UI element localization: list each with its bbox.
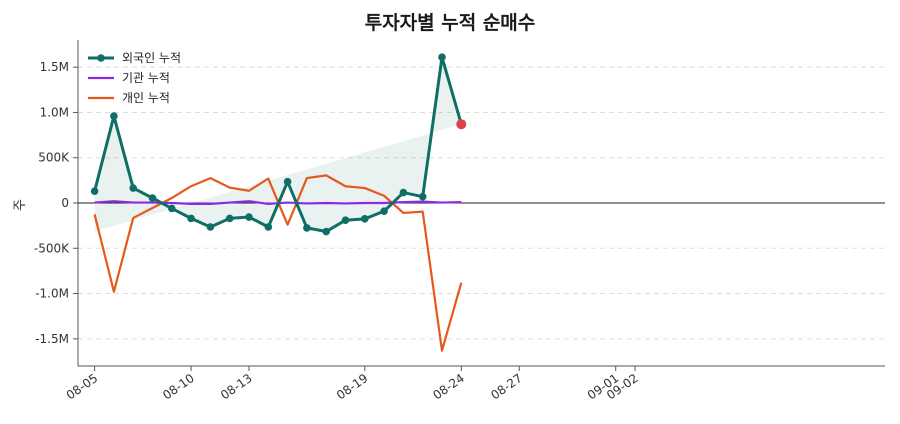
- foreign-point-marker: [110, 112, 118, 120]
- foreign-point-marker: [418, 192, 427, 201]
- x-tick-label: 08-10: [160, 371, 197, 402]
- x-tick-label: 08-19: [334, 371, 371, 402]
- foreign-point-marker: [129, 184, 137, 192]
- foreign-point-marker: [283, 177, 292, 186]
- foreign-point-marker: [90, 187, 99, 196]
- foreign-point-marker: [148, 194, 157, 202]
- foreign-point-marker: [322, 227, 331, 236]
- x-tick-label: 08-27: [488, 371, 525, 402]
- x-tick-label: 08-13: [218, 371, 255, 402]
- foreign-point-marker: [187, 214, 195, 223]
- foreign-point-marker: [361, 215, 369, 223]
- legend-individual-label: 개인 누적: [122, 91, 170, 105]
- legend-institution-label: 기관 누적: [122, 71, 170, 85]
- foreign-area-fill: [94, 57, 462, 232]
- foreign-last-point-marker: [456, 119, 467, 130]
- x-tick-label: 08-24: [430, 371, 467, 402]
- foreign-point-marker: [206, 223, 215, 231]
- y-tick-label: -1.5M: [35, 332, 69, 346]
- foreign-point-marker: [168, 204, 176, 213]
- chart-title: 투자자별 누적 순매수: [364, 12, 536, 34]
- y-tick-label: 500K: [38, 151, 70, 165]
- legend-foreign-marker: [97, 54, 105, 62]
- foreign-point-marker: [225, 214, 234, 223]
- foreign-point-marker: [341, 216, 350, 225]
- x-tick-label: 08-05: [64, 371, 101, 402]
- y-tick-label: 1.5M: [40, 60, 69, 74]
- y-axis-label: 주: [13, 199, 28, 211]
- foreign-point-marker: [245, 213, 253, 221]
- y-tick-label: 0: [61, 196, 69, 210]
- legend-foreign-label: 외국인 누적: [122, 51, 181, 65]
- y-tick-label: -500K: [34, 241, 70, 255]
- foreign-point-marker: [264, 223, 273, 231]
- y-tick-label: 1.0M: [40, 105, 69, 119]
- foreign-point-marker: [399, 188, 408, 197]
- foreign-point-marker: [380, 207, 388, 215]
- foreign-point-marker: [303, 224, 311, 232]
- y-tick-label: -1.0M: [35, 287, 69, 301]
- foreign-point-marker: [438, 53, 446, 62]
